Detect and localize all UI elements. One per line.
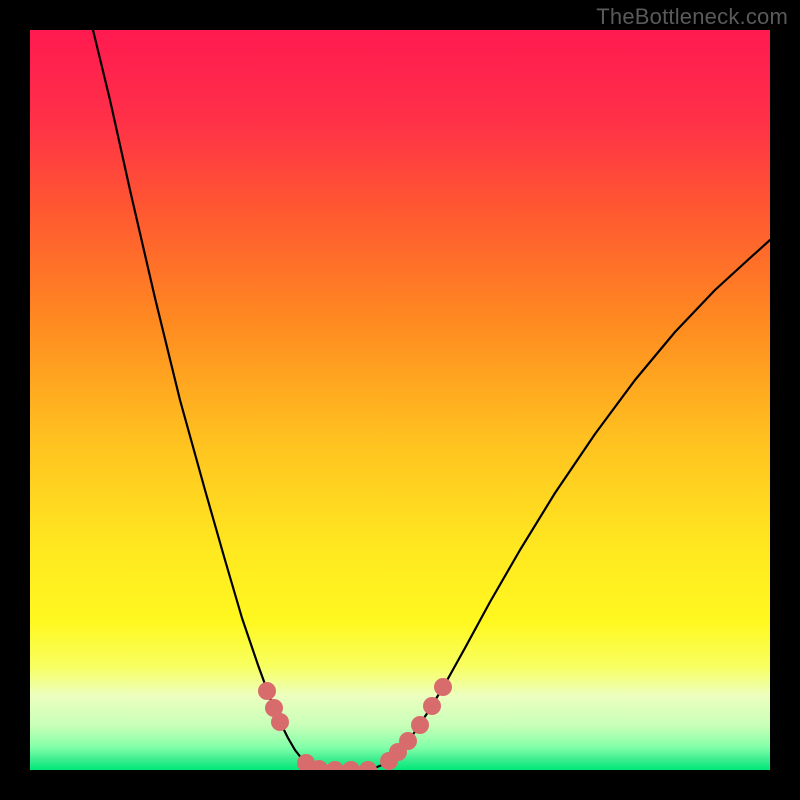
data-markers <box>258 678 452 770</box>
data-marker <box>423 697 441 715</box>
data-marker <box>359 761 377 770</box>
plot-area <box>30 30 770 770</box>
data-marker <box>326 761 344 770</box>
curve-layer <box>30 30 770 770</box>
data-marker <box>271 713 289 731</box>
data-marker <box>399 732 417 750</box>
bottleneck-curve <box>93 30 770 769</box>
watermark-text: TheBottleneck.com <box>596 4 788 30</box>
data-marker <box>434 678 452 696</box>
data-marker <box>342 761 360 770</box>
data-marker <box>258 682 276 700</box>
data-marker <box>411 716 429 734</box>
